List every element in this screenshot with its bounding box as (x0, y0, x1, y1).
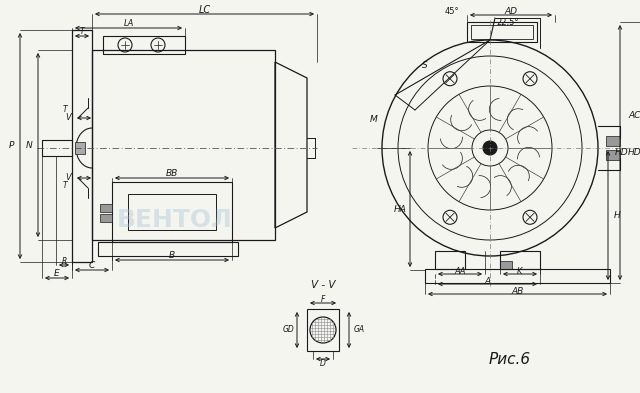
Text: R: R (61, 257, 67, 266)
Bar (606, 136, 620, 146)
Text: N: N (25, 141, 32, 149)
Text: Рис.6: Рис.6 (489, 353, 531, 367)
Text: A: A (484, 277, 491, 285)
Text: F: F (321, 294, 325, 303)
Text: D: D (320, 360, 326, 369)
Text: AC: AC (628, 112, 640, 121)
Text: AB: AB (511, 286, 524, 296)
Text: M: M (371, 116, 378, 125)
Text: AD: AD (504, 7, 518, 15)
Bar (92, 50, 275, 240)
Text: 22,5°: 22,5° (497, 18, 519, 26)
Bar (435, 251, 465, 269)
Text: GD: GD (282, 325, 294, 334)
Text: T: T (62, 105, 67, 114)
Bar (307, 309, 339, 351)
Text: T: T (80, 28, 84, 37)
Text: V - V: V - V (311, 280, 335, 290)
Bar (128, 194, 216, 230)
Bar (112, 182, 232, 242)
Text: LC: LC (198, 5, 211, 15)
Text: T: T (62, 182, 67, 191)
Text: BB: BB (166, 169, 178, 178)
Text: HA: HA (394, 204, 407, 213)
Text: C: C (89, 261, 95, 270)
Bar (98, 242, 238, 256)
Bar (103, 36, 185, 54)
Bar (500, 251, 540, 269)
Text: 45°: 45° (445, 7, 460, 17)
Text: P: P (8, 141, 14, 151)
Bar (100, 204, 112, 212)
Bar (467, 22, 537, 42)
Text: HD: HD (614, 148, 628, 157)
Bar (471, 25, 533, 39)
Text: ВЕНТОЛ: ВЕНТОЛ (117, 208, 233, 232)
Circle shape (483, 141, 497, 155)
Bar (606, 150, 620, 160)
Text: AA: AA (454, 266, 466, 275)
Text: V: V (65, 114, 71, 123)
Bar (500, 261, 512, 269)
Text: H: H (614, 211, 621, 220)
Text: S: S (422, 61, 428, 70)
Text: V: V (65, 173, 71, 182)
Bar (75, 142, 85, 154)
Bar (100, 214, 112, 222)
Text: K: K (517, 266, 523, 275)
Text: B: B (169, 252, 175, 261)
Text: LA: LA (124, 20, 134, 29)
Bar (425, 269, 610, 283)
Text: GA: GA (354, 325, 365, 334)
Text: HD: HD (628, 148, 640, 157)
Bar (72, 30, 92, 262)
Text: E: E (54, 270, 60, 279)
